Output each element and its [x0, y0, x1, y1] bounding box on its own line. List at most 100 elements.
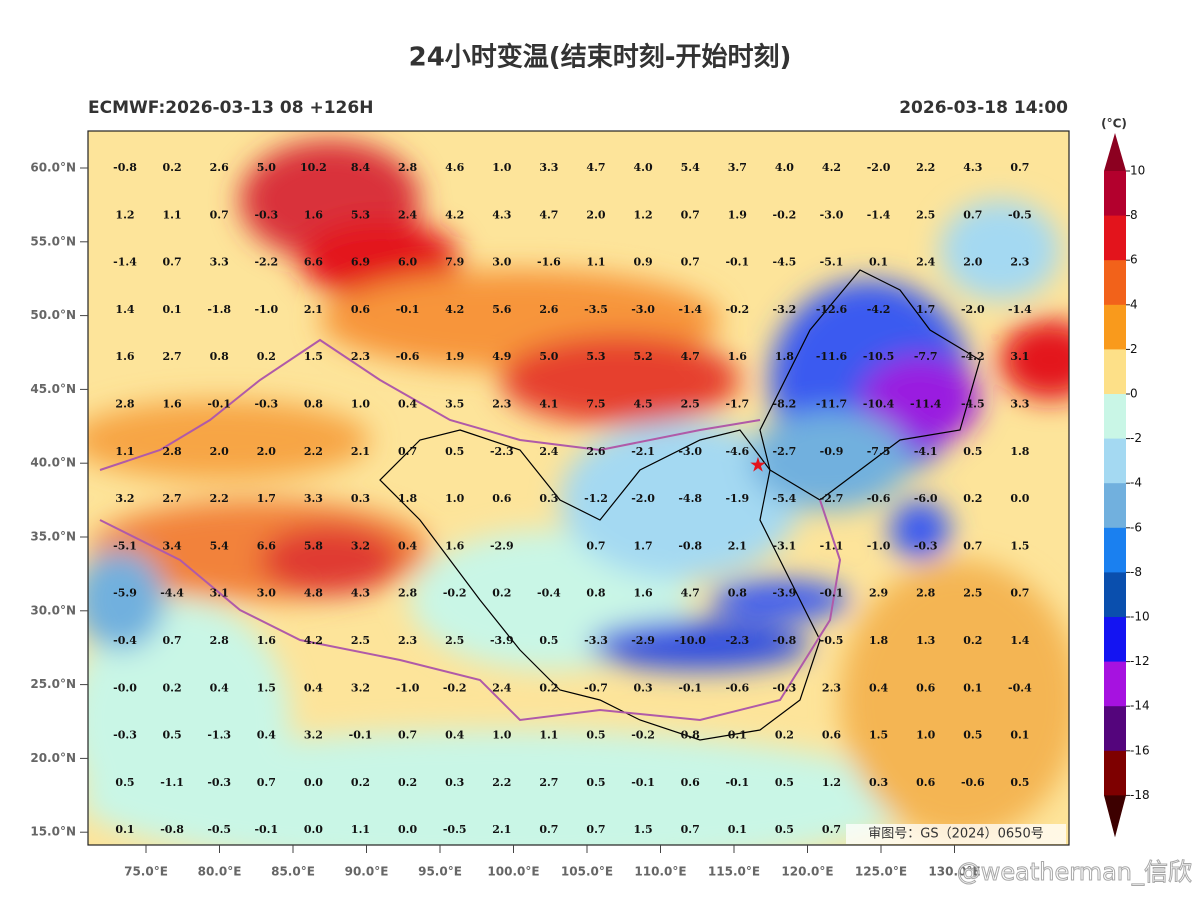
grid-value: -0.2	[773, 208, 797, 221]
grid-value: -0.1	[820, 587, 844, 600]
grid-value: -1.4	[867, 208, 891, 221]
grid-value: -1.7	[725, 398, 749, 411]
grid-value: 1.1	[115, 445, 134, 458]
grid-value: 0.3	[351, 492, 370, 505]
grid-value: -0.1	[631, 776, 655, 789]
grid-value: 0.4	[304, 681, 323, 694]
grid-value: 0.7	[963, 208, 982, 221]
grid-value: 2.6	[210, 161, 229, 174]
grid-value: 4.3	[492, 208, 511, 221]
lon-label: 95.0°E	[418, 865, 462, 879]
grid-value: 0.7	[586, 539, 605, 552]
grid-value: 0.7	[539, 823, 558, 836]
grid-value: 0.8	[728, 587, 747, 600]
grid-value: 0.1	[869, 256, 888, 269]
grid-value: -1.1	[820, 539, 844, 552]
colorbar-band	[1104, 750, 1126, 796]
grid-value: -0.5	[1008, 208, 1032, 221]
grid-value: 2.3	[398, 634, 417, 647]
grid-value: 2.8	[916, 587, 935, 600]
colorbar-label: -10	[1130, 610, 1150, 624]
grid-value: 1.6	[304, 208, 323, 221]
colorbar-band	[1104, 483, 1126, 529]
grid-value: 0.5	[1010, 776, 1029, 789]
grid-value: 3.2	[304, 729, 323, 742]
grid-value: 1.5	[257, 681, 276, 694]
lat-label: 40.0°N	[30, 456, 76, 470]
grid-value: -1.6	[537, 256, 561, 269]
grid-value: 1.1	[351, 823, 370, 836]
colorbar-band	[1104, 394, 1126, 440]
colorbar-band	[1104, 572, 1126, 618]
grid-value: -4.5	[773, 256, 797, 269]
grid-value: -0.2	[725, 303, 749, 316]
grid-value: 0.7	[681, 208, 700, 221]
grid-value: -4.2	[961, 350, 985, 363]
grid-value: 3.2	[351, 681, 370, 694]
colorbar-label: 4	[1130, 297, 1138, 311]
grid-value: 2.8	[163, 445, 182, 458]
colorbar-unit: (°C)	[1101, 117, 1127, 131]
grid-value: -1.9	[725, 492, 749, 505]
grid-value: 2.6	[539, 303, 558, 316]
grid-value: 5.8	[304, 539, 323, 552]
grid-value: -3.5	[584, 303, 608, 316]
grid-value: -0.6	[396, 350, 420, 363]
lon-label: 110.0°E	[634, 865, 686, 879]
grid-value: 0.2	[398, 776, 417, 789]
grid-value: -8.2	[773, 398, 797, 411]
grid-value: -2.3	[490, 445, 514, 458]
grid-value: 0.8	[586, 587, 605, 600]
grid-value: -3.1	[773, 539, 797, 552]
grid-value: 4.3	[351, 587, 370, 600]
grid-value: 2.1	[728, 539, 747, 552]
grid-value: -0.6	[867, 492, 891, 505]
grid-value: 1.7	[634, 539, 653, 552]
colorbar-band	[1104, 527, 1126, 573]
grid-value: -3.9	[773, 587, 797, 600]
grid-value: 0.6	[681, 776, 700, 789]
grid-value: 4.7	[539, 208, 558, 221]
grid-value: 1.1	[163, 208, 182, 221]
grid-value: 4.9	[492, 350, 511, 363]
grid-value: -0.3	[914, 539, 938, 552]
grid-value: -0.1	[254, 823, 278, 836]
grid-value: 0.7	[1010, 587, 1029, 600]
grid-value: -0.8	[113, 161, 137, 174]
lat-label: 50.0°N	[30, 308, 76, 322]
colorbar-band	[1104, 304, 1126, 350]
lat-label: 35.0°N	[30, 530, 76, 544]
grid-value: 2.7	[539, 776, 558, 789]
grid-value: 1.0	[492, 729, 511, 742]
grid-value: 2.8	[398, 587, 417, 600]
map-field: ★	[88, 131, 1069, 845]
grid-value: 0.4	[210, 681, 229, 694]
grid-value: 0.4	[869, 681, 888, 694]
grid-value: 1.0	[445, 492, 464, 505]
grid-value: 0.5	[115, 776, 134, 789]
value-grid: -0.8 0.2 2.6 5.0 10.2 8.4 2.8 4.6 1.0 3.3 4.7 4.0 5.…	[113, 161, 1032, 836]
grid-value: -4.5	[961, 398, 985, 411]
grid-value: 1.2	[634, 208, 653, 221]
grid-value: 1.8	[775, 350, 794, 363]
grid-value: -0.3	[254, 208, 278, 221]
grid-value: -1.4	[113, 256, 137, 269]
grid-value: -2.7	[773, 445, 797, 458]
grid-value: -4.8	[678, 492, 702, 505]
colorbar-band	[1104, 260, 1126, 306]
colorbar-label: -16	[1130, 743, 1150, 757]
grid-value: 1.0	[351, 398, 370, 411]
grid-value: -0.1	[396, 303, 420, 316]
grid-value: 2.3	[351, 350, 370, 363]
grid-value: 0.1	[728, 729, 747, 742]
grid-value: -0.8	[773, 634, 797, 647]
grid-value: -11.7	[816, 398, 847, 411]
grid-value: 0.6	[822, 729, 841, 742]
grid-value: -4.6	[725, 445, 749, 458]
grid-value: 0.6	[351, 303, 370, 316]
grid-value: 4.5	[634, 398, 653, 411]
lat-label: 15.0°N	[30, 825, 76, 839]
grid-value: 0.3	[539, 492, 558, 505]
grid-value: 7.9	[445, 256, 464, 269]
